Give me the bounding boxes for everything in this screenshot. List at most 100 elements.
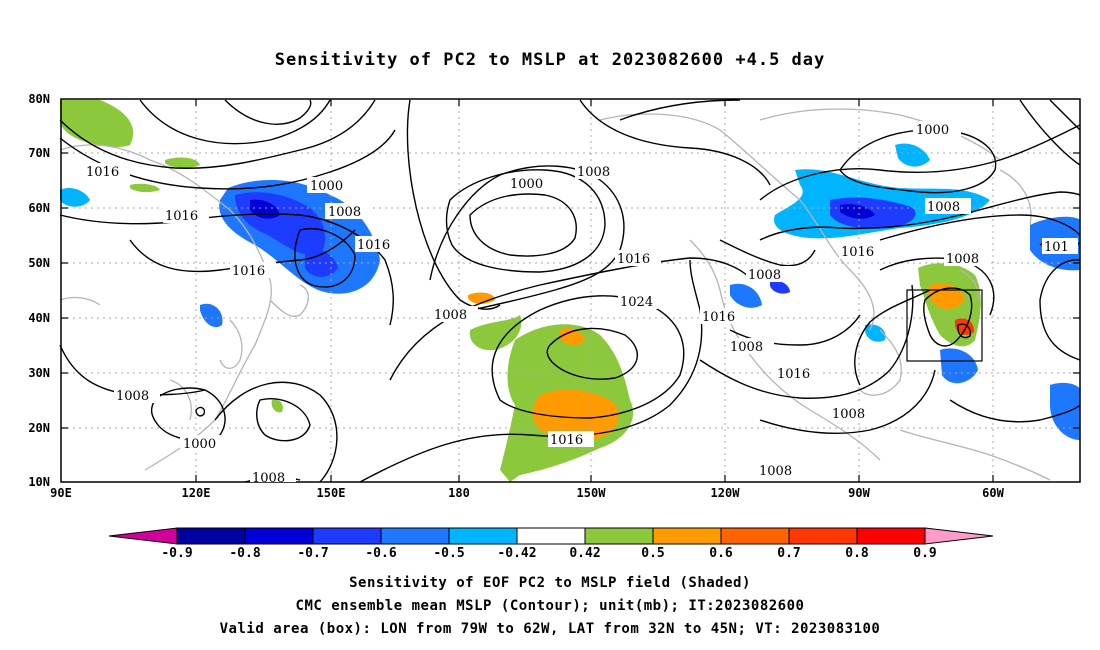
isobar [699,284,914,399]
isobar [359,259,703,483]
lon-label: 150W [576,486,606,500]
axis-ticks [61,99,1080,482]
colorbar-swatch [720,527,790,545]
caption-line-2: CMC ensemble mean MSLP (Contour); unit(m… [295,598,805,614]
contour-label: 1008 [252,471,285,486]
contour-label: 1016 [702,310,735,325]
positive-sensitivity-region [165,157,200,168]
isobar [949,399,1081,423]
lat-label: 10N [28,475,50,489]
isobar [389,257,751,381]
colorbar-swatch [516,527,586,545]
contour-label: 1000 [310,179,343,194]
contour-label: 1008 [577,165,610,180]
isobar [445,169,606,273]
colorbar-swatch [652,527,722,545]
isobar [879,214,1081,241]
colorbar-swatch [244,527,314,545]
negative-sensitivity-region [1050,382,1080,440]
contour-label: 1008 [946,252,979,267]
positive-sensitivity-region [60,100,134,148]
isobar [546,327,638,380]
contour-label: 1008 [328,205,361,220]
positive-sensitivity-core [560,328,585,346]
isobar [59,213,394,326]
isobar [719,239,816,267]
coastline [59,144,272,471]
isobar [854,289,931,386]
contour-label: 1008 [832,407,865,422]
negative-sensitivity-region [730,283,762,308]
valid-area-box [906,289,983,362]
isobar [491,295,685,419]
lon-label: 180 [448,486,470,500]
colorbar-swatch [584,527,654,545]
lat-label: 30N [28,366,50,380]
colorbar-label: 0.5 [641,546,665,561]
positive-sensitivity-region [271,399,283,413]
isobar [406,99,501,310]
isobar [195,406,206,417]
colorbar-swatch [312,527,382,545]
isobar [1039,299,1081,361]
negative-sensitivity-region [770,280,790,294]
coastline [689,239,881,461]
contour-label: 1016 [165,209,198,224]
lat-label: 50N [28,256,50,270]
land-outline-layer [59,108,1051,481]
positive-sensitivity-region [469,315,522,351]
contour-label: 1000 [183,437,216,452]
isobar [429,165,625,316]
isobar [1049,99,1081,131]
isobar [957,323,972,339]
contour-label: 1008 [434,308,467,323]
positive-sensitivity-region [468,292,495,304]
contour-label: 1008 [927,200,960,215]
contour-label: 1008 [730,340,763,355]
lon-label: 120W [710,486,740,500]
isobar [759,191,1081,241]
isobar [139,99,331,145]
isobar [1039,259,1081,301]
negative-sensitivity-core [305,248,338,277]
caption-line-3: Valid area (box): LON from 79W to 62W, L… [219,621,881,637]
colorbar-label: 0.42 [569,546,601,561]
coastline [959,269,979,301]
isobar [579,99,771,186]
negative-sensitivity-region [200,303,223,328]
coastline [59,296,101,306]
contour-label: 1016 [232,264,265,279]
isobar [224,99,312,125]
lon-label: 60W [982,486,1004,500]
isobar [923,287,973,347]
contour-label: 1008 [748,268,781,283]
colorbar-label: 0.6 [709,546,733,561]
colorbar [108,527,994,545]
colorbar-swatch [380,527,450,545]
contour-label: 1008 [759,464,792,479]
negative-sensitivity-region [60,188,90,207]
contour-label-layer: 1016 1000 1008 1016 1016 1016 1000 1008 … [84,121,1078,486]
contour-label: 1016 [357,238,390,253]
isobar [839,129,997,194]
contour-label: 1016 [841,245,874,260]
colorbar-swatch [448,527,518,545]
contour-label: 1016 [617,252,650,267]
lat-label: 70N [28,146,50,160]
contour-label: 1016 [550,433,583,448]
coastline [169,379,192,421]
positive-sensitivity-core [955,318,975,335]
contour-label: 1000 [510,177,543,192]
lon-label: 90E [50,486,72,500]
negative-sensitivity-region [895,143,930,167]
negative-sensitivity-region [940,348,978,384]
map-title: Sensitivity of PC2 to MSLP at 2023082600… [274,50,826,70]
lat-label: 40N [28,311,50,325]
colorbar-swatch [788,527,858,545]
colorbar-label: -0.42 [497,546,537,561]
colorbar-swatch [856,527,926,545]
colorbar-label: -0.7 [297,546,329,561]
colorbar-label: -0.8 [229,546,261,561]
lon-label: 120E [181,486,211,500]
